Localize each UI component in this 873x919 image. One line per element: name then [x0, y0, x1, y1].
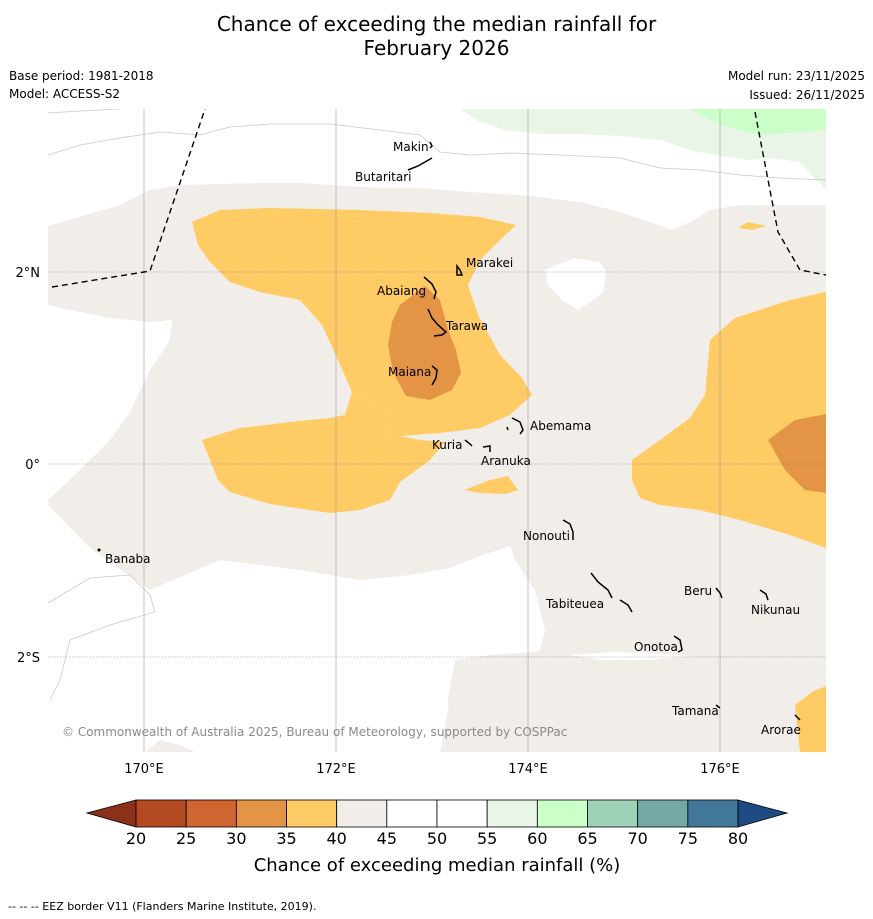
colorbar-segment: [386, 799, 438, 828]
title-line-2: February 2026: [363, 36, 510, 60]
place-label-arorae: Arorae: [761, 723, 801, 737]
place-label-tarawa: Tarawa: [445, 319, 488, 333]
colorbar-segment: [235, 799, 287, 828]
place-label-banaba: Banaba: [105, 552, 151, 566]
colorbar-segment: [536, 799, 588, 828]
map-title: Chance of exceeding the median rainfall …: [0, 12, 873, 60]
banaba-island: [97, 548, 101, 552]
place-label-aranuka: Aranuka: [481, 454, 531, 468]
colorbar-ticks: 20 25 30 35 40 45 50 55 60 65 70 75 80: [126, 829, 748, 848]
region-60-65-north: [690, 109, 826, 135]
rainfall-probability-map: Makin Butaritari Marakei Abaiang Tarawa …: [48, 109, 826, 752]
region-45-55-west: [48, 505, 545, 752]
colorbar-tick-label: 20: [126, 829, 146, 848]
colorbar-tick-label: 80: [728, 829, 748, 848]
colorbar-segment: [436, 799, 488, 828]
colorbar-segment: [637, 799, 689, 828]
colorbar-tick-label: 75: [678, 829, 698, 848]
graticule: [143, 109, 721, 752]
lat-label-2s: 2°S: [17, 651, 40, 666]
colorbar-tick-label: 50: [427, 829, 447, 848]
lon-label-176e: 176°E: [700, 762, 740, 777]
colorbar-over-arrow: [737, 799, 789, 828]
colorbar-tick-label: 35: [276, 829, 296, 848]
place-label-tabiteuea: Tabiteuea: [545, 597, 604, 611]
latitude-lines: [48, 271, 826, 658]
place-label-abaiang: Abaiang: [377, 284, 426, 298]
model-name: Model: ACCESS-S2: [9, 87, 121, 101]
colorbar-tick-label: 60: [527, 829, 547, 848]
colorbar: 20 25 30 35 40 45 50 55 60 65 70 75 80 Chance of exc…: [85, 799, 789, 876]
colorbar-tick-label: 55: [477, 829, 497, 848]
colorbar-segment: [185, 799, 237, 828]
place-label-beru: Beru: [684, 584, 712, 598]
lon-label-170e: 170°E: [124, 762, 164, 777]
colorbar-under-arrow: [85, 799, 137, 828]
place-label-marakei: Marakei: [466, 256, 513, 270]
region-35-40-east: [632, 292, 826, 548]
place-label-tamana: Tamana: [671, 704, 719, 718]
lat-label-2n: 2°N: [16, 266, 41, 281]
place-label-abemama: Abemama: [530, 419, 591, 433]
region-south-east-beige: [448, 650, 826, 752]
colorbar-tick-label: 65: [577, 829, 597, 848]
region-55-60-north: [460, 109, 826, 190]
colorbar-label: Chance of exceeding median rainfall (%): [254, 855, 621, 876]
latitude-labels: 2°N 0° 2°S: [16, 266, 41, 666]
colorbar-segment: [687, 799, 739, 828]
colorbar-segments: [135, 799, 739, 828]
colorbar-segment: [135, 799, 187, 828]
region-35-40-southwest: [202, 392, 445, 513]
colorbar-segment: [336, 799, 388, 828]
map-figure: Makin Butaritari Marakei Abaiang Tarawa …: [16, 109, 826, 876]
colorbar-tick-label: 45: [377, 829, 397, 848]
region-35-40-southeast: [795, 686, 826, 752]
colorbar-tick-label: 40: [326, 829, 346, 848]
place-label-nonouti: Nonouti: [523, 529, 570, 543]
title-line-1: Chance of exceeding the median rainfall …: [216, 12, 657, 36]
longitude-labels: 170°E 172°E 174°E 176°E: [124, 762, 740, 777]
eez-border-east: [754, 111, 826, 276]
place-label-makin: Makin: [393, 140, 429, 154]
colorbar-segment: [587, 799, 639, 828]
island-outlines: [407, 141, 801, 721]
base-period: Base period: 1981-2018: [9, 69, 154, 83]
colorbar-segment: [286, 799, 338, 828]
place-label-maiana: Maiana: [388, 365, 431, 379]
place-labels: Makin Butaritari Marakei Abaiang Tarawa …: [105, 140, 801, 737]
region-30-35-east: [768, 414, 826, 493]
colorbar-tick-label: 25: [176, 829, 196, 848]
place-label-onotoa: Onotoa: [634, 640, 678, 654]
place-label-kuria: Kuria: [432, 438, 463, 452]
place-label-nikunau: Nikunau: [751, 603, 800, 617]
lon-label-174e: 174°E: [508, 762, 548, 777]
colorbar-tick-label: 30: [226, 829, 246, 848]
copyright-notice: © Commonwealth of Australia 2025, Bureau…: [62, 725, 567, 739]
colorbar-tick-label: 70: [627, 829, 647, 848]
issued-date: Issued: 26/11/2025: [749, 88, 865, 102]
eez-border: [51, 109, 206, 288]
region-south-white-strip: [570, 652, 690, 660]
lat-label-0: 0°: [25, 458, 40, 473]
eez-legend-footnote: -- -- -- EEZ border V11 (Flanders Marine…: [8, 900, 317, 913]
region-30-35-tarawa: [388, 286, 461, 400]
region-35-40-small: [464, 476, 518, 494]
region-southwest-beige: [145, 740, 195, 752]
model-run-date: Model run: 23/11/2025: [727, 69, 865, 83]
place-label-butaritari: Butaritari: [355, 170, 412, 184]
lon-label-172e: 172°E: [316, 762, 356, 777]
region-45-55-gap: [545, 258, 606, 310]
region-35-40-tiny: [738, 222, 766, 230]
colorbar-segment: [486, 799, 538, 828]
